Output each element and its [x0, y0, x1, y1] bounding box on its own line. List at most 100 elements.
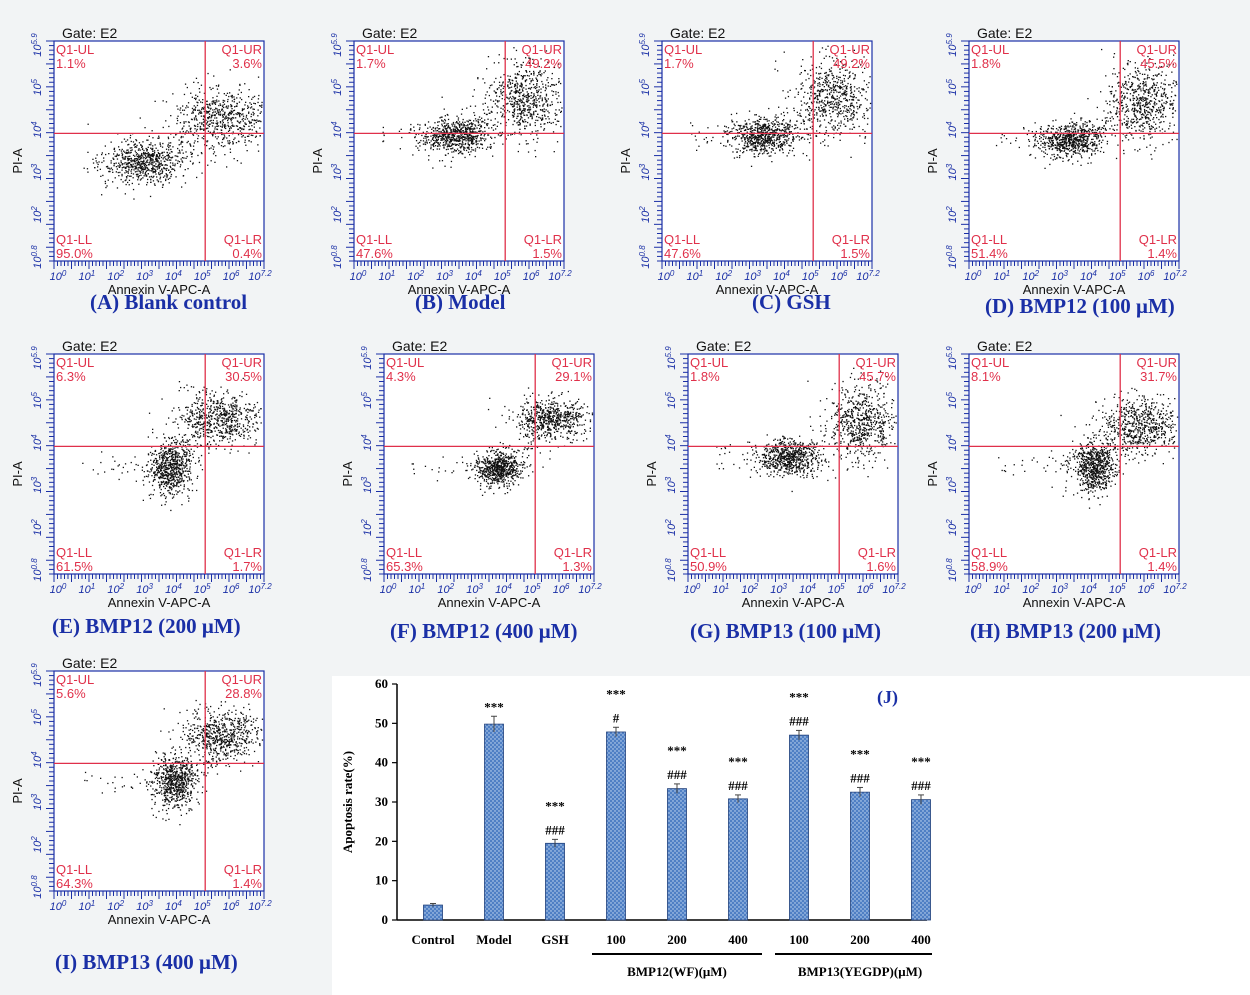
quadrant-ll-name: Q1-LL — [664, 232, 700, 247]
y-tick-label: 104 — [638, 121, 652, 138]
error-bar — [796, 729, 802, 740]
y-tick-label: 100.8 — [30, 875, 44, 899]
flow-panel-f: Gate: E2 Q1-UL 4.3% Q1-UR 29.1% Q1-LL 65.3% Q1-… — [340, 338, 602, 610]
quadrant-lr-name: Q1-LR — [554, 545, 592, 560]
x-axis-label: Annexin V-APC-A — [438, 595, 541, 610]
gate-label: Gate: E2 — [362, 25, 417, 41]
quadrant-lr-name: Q1-LR — [224, 545, 262, 560]
y-tick-label: 0 — [382, 912, 389, 927]
quadrant-lr-value: 0.4% — [232, 246, 262, 261]
x-tick-label: 200 — [850, 932, 870, 947]
y-axis-label: PI-A — [10, 148, 25, 174]
x-tick-label: 105 — [1109, 269, 1126, 283]
error-bar — [552, 838, 558, 848]
plot-frame — [968, 353, 1180, 575]
x-axis-label: Annexin V-APC-A — [716, 282, 819, 297]
quadrant-ll-value: 64.3% — [56, 876, 93, 891]
x-tick-label: 105 — [828, 582, 845, 596]
x-tick-label: 102 — [1022, 582, 1039, 596]
x-tick-label: 103 — [1051, 269, 1068, 283]
x-tick-label: 106 — [831, 269, 848, 283]
y-axis-label: PI-A — [925, 148, 940, 174]
x-tick-label: 106 — [223, 582, 240, 596]
event-dots — [83, 69, 263, 200]
x-tick-label: 101 — [409, 582, 426, 596]
x-tick-label: 105 — [194, 582, 211, 596]
bar — [728, 798, 748, 921]
x-tick-label: 101 — [79, 269, 96, 283]
quadrant-ur-name: Q1-UR — [856, 355, 896, 370]
y-axis-label: Apoptosis rate(%) — [340, 751, 355, 853]
y-tick-label: 104 — [664, 434, 678, 451]
quadrant-ll-value: 47.6% — [664, 246, 701, 261]
apoptosis-bar-chart: 0 10 20 30 40 50 60 Apoptosis rate(%) (J) Control… — [340, 676, 932, 979]
quadrant-ll-name: Q1-LL — [356, 232, 392, 247]
y-tick-label: 30 — [375, 794, 388, 809]
y-tick-label: 102 — [30, 206, 44, 223]
y-tick-label: 102 — [945, 206, 959, 223]
quadrant-ul-value: 1.1% — [56, 56, 86, 71]
event-dots — [84, 699, 264, 826]
x-tick-label: Control — [411, 932, 454, 947]
quadrant-lr-value: 1.4% — [232, 876, 262, 891]
y-tick-label: 100.8 — [360, 558, 374, 582]
event-dots — [995, 48, 1178, 169]
error-bar — [613, 726, 619, 737]
y-tick-label: 103 — [945, 476, 959, 493]
y-axis-label: PI-A — [644, 461, 659, 487]
y-tick-label: 105.9 — [638, 33, 652, 57]
significance-star: *** — [728, 754, 748, 769]
y-axis-label: PI-A — [10, 778, 25, 804]
x-tick-label: 100 — [50, 269, 67, 283]
quadrant-ur-value: 29.1% — [555, 369, 592, 384]
x-tick-label: 100 — [789, 932, 809, 947]
y-tick-label: 102 — [664, 519, 678, 536]
y-tick-label: 105.9 — [945, 346, 959, 370]
quadrant-ll-value: 61.5% — [56, 559, 93, 574]
x-tick-label: 101 — [713, 582, 730, 596]
x-tick-label: 107.2 — [248, 269, 272, 283]
x-tick-label: 107.2 — [248, 899, 272, 913]
x-tick-label: 107.2 — [856, 269, 880, 283]
significance-hash: ### — [667, 767, 687, 782]
y-axis-label: PI-A — [340, 461, 355, 487]
x-tick-label: 105 — [802, 269, 819, 283]
quadrant-ul-value: 5.6% — [56, 686, 86, 701]
x-tick-label: 104 — [165, 582, 182, 596]
significance-star: *** — [667, 743, 687, 758]
quadrant-ll-name: Q1-LL — [386, 545, 422, 560]
significance-star: *** — [850, 746, 870, 761]
y-tick-label: 104 — [945, 434, 959, 451]
x-tick-label: 101 — [994, 269, 1011, 283]
quadrant-ll-name: Q1-LL — [56, 862, 92, 877]
error-bar — [491, 715, 497, 732]
quadrant-ll-name: Q1-LL — [56, 545, 92, 560]
y-axis-label: PI-A — [618, 148, 633, 174]
x-tick-label: 104 — [1080, 269, 1097, 283]
x-tick-label: 100 — [50, 582, 67, 596]
quadrant-ll-name: Q1-LL — [971, 545, 1007, 560]
panel-label-j: (J) — [877, 687, 898, 708]
event-dots — [716, 367, 897, 493]
axis-minor-ticks — [654, 40, 873, 269]
y-tick-label: 50 — [375, 715, 388, 730]
quadrant-ur-value: 45.7% — [859, 369, 896, 384]
x-tick-label: 105 — [524, 582, 541, 596]
x-tick-label: 103 — [136, 582, 153, 596]
x-tick-label: 107.2 — [548, 269, 572, 283]
quadrant-ll-value: 95.0% — [56, 246, 93, 261]
x-tick-label: 104 — [1080, 582, 1097, 596]
axis-minor-ticks — [46, 40, 265, 269]
x-tick-label: 101 — [379, 269, 396, 283]
significance-star: *** — [789, 689, 809, 704]
quadrant-ul-name: Q1-UL — [690, 355, 728, 370]
x-tick-label: 105 — [494, 269, 511, 283]
error-bar — [857, 786, 863, 797]
x-tick-label: 106 — [1138, 582, 1155, 596]
x-axis-label: Annexin V-APC-A — [108, 912, 211, 927]
bar — [545, 842, 565, 921]
event-dots — [690, 45, 872, 167]
